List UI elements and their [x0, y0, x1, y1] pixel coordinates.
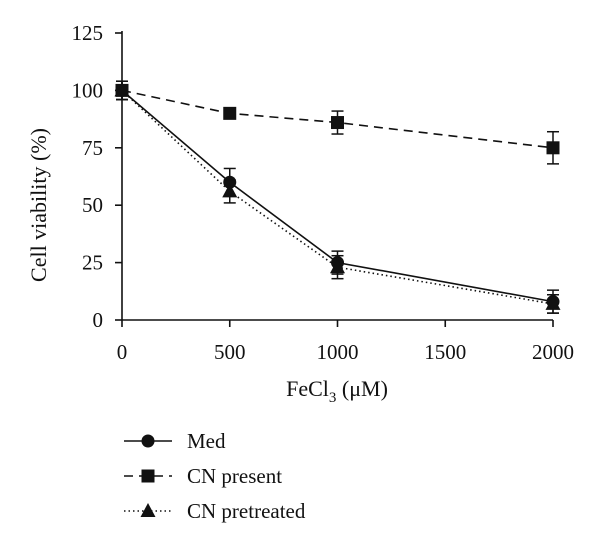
- data-point-square: [331, 116, 344, 130]
- y-tick-label: 125: [72, 21, 104, 45]
- series-points-triangle: [114, 80, 561, 314]
- legend-item: CN present: [124, 464, 282, 488]
- data-point-square: [223, 106, 237, 120]
- data-point-triangle: [222, 183, 238, 198]
- y-axis-ticks: 0 25 50 75 100 125: [72, 21, 122, 332]
- legend-label: CN present: [187, 464, 282, 488]
- x-tick-label: 0: [117, 340, 128, 364]
- legend: Med CN present CN pretreated: [124, 429, 306, 523]
- y-tick-label: 75: [82, 136, 103, 160]
- legend-marker-square: [141, 469, 155, 483]
- data-point-triangle: [114, 82, 130, 97]
- x-axis-label: FeCl3 (μM): [286, 376, 388, 406]
- x-tick-label: 1000: [317, 340, 359, 364]
- x-tick-label: 500: [214, 340, 246, 364]
- y-tick-label: 25: [82, 251, 103, 275]
- legend-item: CN pretreated: [124, 499, 306, 523]
- legend-marker-triangle: [140, 503, 156, 517]
- legend-item: Med: [124, 429, 226, 453]
- series-points-square: [115, 80, 560, 165]
- x-axis-label-subscript: 3: [329, 390, 337, 406]
- x-axis-label-main: FeCl: [286, 376, 329, 401]
- x-tick-label: 1500: [424, 340, 466, 364]
- y-axis-label: Cell viability (%): [26, 128, 51, 282]
- legend-marker-circle: [141, 434, 155, 448]
- data-point-square: [546, 141, 560, 155]
- y-tick-label: 50: [82, 193, 103, 217]
- series-layer: [114, 80, 561, 314]
- series-circle: [121, 89, 554, 303]
- y-tick-label: 0: [93, 308, 104, 332]
- legend-label: Med: [187, 429, 226, 453]
- x-axis-label-unit: (μM): [336, 376, 388, 401]
- data-point-triangle: [330, 259, 345, 274]
- x-tick-label: 2000: [532, 340, 574, 364]
- x-axis-ticks: 0 500 1000 1500 2000: [117, 320, 574, 364]
- y-tick-label: 100: [72, 78, 104, 102]
- legend-label: CN pretreated: [187, 499, 306, 523]
- data-point-triangle: [545, 295, 561, 310]
- series-line: [121, 89, 554, 303]
